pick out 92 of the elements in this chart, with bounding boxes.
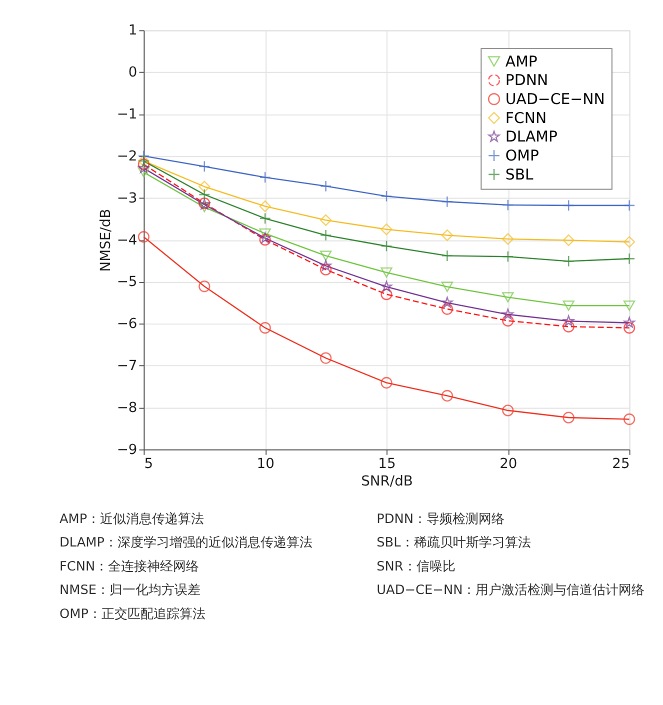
point	[441, 250, 454, 262]
point	[623, 413, 636, 426]
point	[380, 190, 392, 202]
point	[259, 172, 271, 184]
point	[138, 231, 150, 243]
point	[198, 180, 210, 192]
point	[563, 315, 574, 326]
y-tick-label: −3	[116, 190, 138, 206]
point	[380, 240, 392, 252]
point	[380, 376, 392, 389]
text: AMP：近似消息传递算法	[59, 512, 204, 527]
legend-label: PDNN	[505, 71, 548, 90]
point	[380, 224, 392, 236]
point	[623, 322, 636, 334]
point	[624, 316, 635, 328]
y-tick-label: −6	[116, 316, 138, 332]
y-tick-label: −2	[116, 148, 138, 164]
point	[138, 162, 150, 173]
x-tick-label: 5	[144, 456, 154, 472]
point	[259, 212, 271, 224]
point	[198, 188, 210, 200]
y-tick-label: −9	[116, 442, 138, 458]
point	[198, 202, 210, 212]
point	[623, 252, 636, 265]
point	[259, 200, 271, 212]
text: PDNN：导频检测网络	[376, 512, 505, 527]
point	[320, 214, 332, 226]
y-tick-label: 1	[128, 22, 138, 39]
point	[623, 236, 636, 248]
point	[198, 160, 210, 172]
point	[259, 228, 271, 239]
y-tick-label: −8	[116, 400, 138, 416]
x-tick-label: 15	[378, 456, 396, 472]
text: SBL：稀疏贝叶斯学习算法	[376, 536, 531, 551]
text: OMP：正交匹配追踪算法	[59, 606, 206, 622]
x-axis-title: SNR/dB	[361, 474, 413, 490]
point	[138, 167, 150, 178]
x-tick-label: 25	[612, 456, 630, 472]
point	[380, 280, 392, 292]
legend-label: AMP	[505, 52, 538, 70]
point	[502, 199, 514, 211]
point	[320, 264, 332, 276]
point	[502, 292, 514, 302]
point	[441, 196, 454, 208]
point	[260, 232, 271, 243]
point	[502, 314, 514, 327]
text: DLAMP：深度学习增强的近似消息传递算法	[59, 534, 313, 551]
legend-label: OMP	[505, 146, 539, 165]
point	[320, 250, 332, 261]
legend-label: SBL	[505, 165, 534, 184]
point	[502, 308, 514, 320]
point	[380, 267, 392, 278]
point	[562, 200, 574, 212]
point	[320, 180, 332, 192]
text: SNR：信噪比	[376, 559, 456, 574]
point	[441, 390, 454, 402]
point	[259, 234, 271, 246]
point	[502, 250, 514, 262]
point	[441, 303, 454, 315]
point	[502, 233, 514, 245]
point	[562, 234, 574, 246]
x-tick-label: 20	[500, 456, 518, 472]
point	[502, 404, 514, 416]
point	[380, 288, 392, 300]
y-tick-label: −7	[116, 358, 138, 374]
point	[562, 300, 574, 311]
point	[562, 412, 574, 424]
point	[562, 255, 574, 268]
legend-label: FCNN	[505, 108, 547, 127]
legend-label: DLAMP	[505, 128, 558, 146]
point	[138, 158, 150, 170]
y-tick-label: 0	[128, 64, 138, 81]
y-axis-title: NMSE/dB	[98, 208, 114, 272]
legend-label: UAD−CE−NN	[505, 90, 605, 108]
point	[623, 200, 636, 212]
point	[320, 229, 332, 242]
point	[441, 229, 454, 242]
point	[562, 320, 574, 332]
text: NMSE：归一化均方误差	[59, 582, 201, 598]
point	[623, 300, 636, 311]
text: UAD−CE−NN：用户激活检测与信道估计网络	[376, 583, 645, 598]
point	[442, 296, 453, 308]
point	[320, 260, 332, 271]
text: FCNN：全连接神经网络	[59, 559, 200, 574]
y-tick-label: −1	[116, 106, 138, 123]
point	[198, 280, 210, 292]
x-tick-label: 10	[256, 456, 274, 472]
point	[259, 322, 271, 334]
point	[441, 282, 454, 292]
y-tick-label: −5	[116, 274, 138, 290]
y-tick-label: −4	[116, 232, 138, 248]
point	[320, 352, 332, 364]
